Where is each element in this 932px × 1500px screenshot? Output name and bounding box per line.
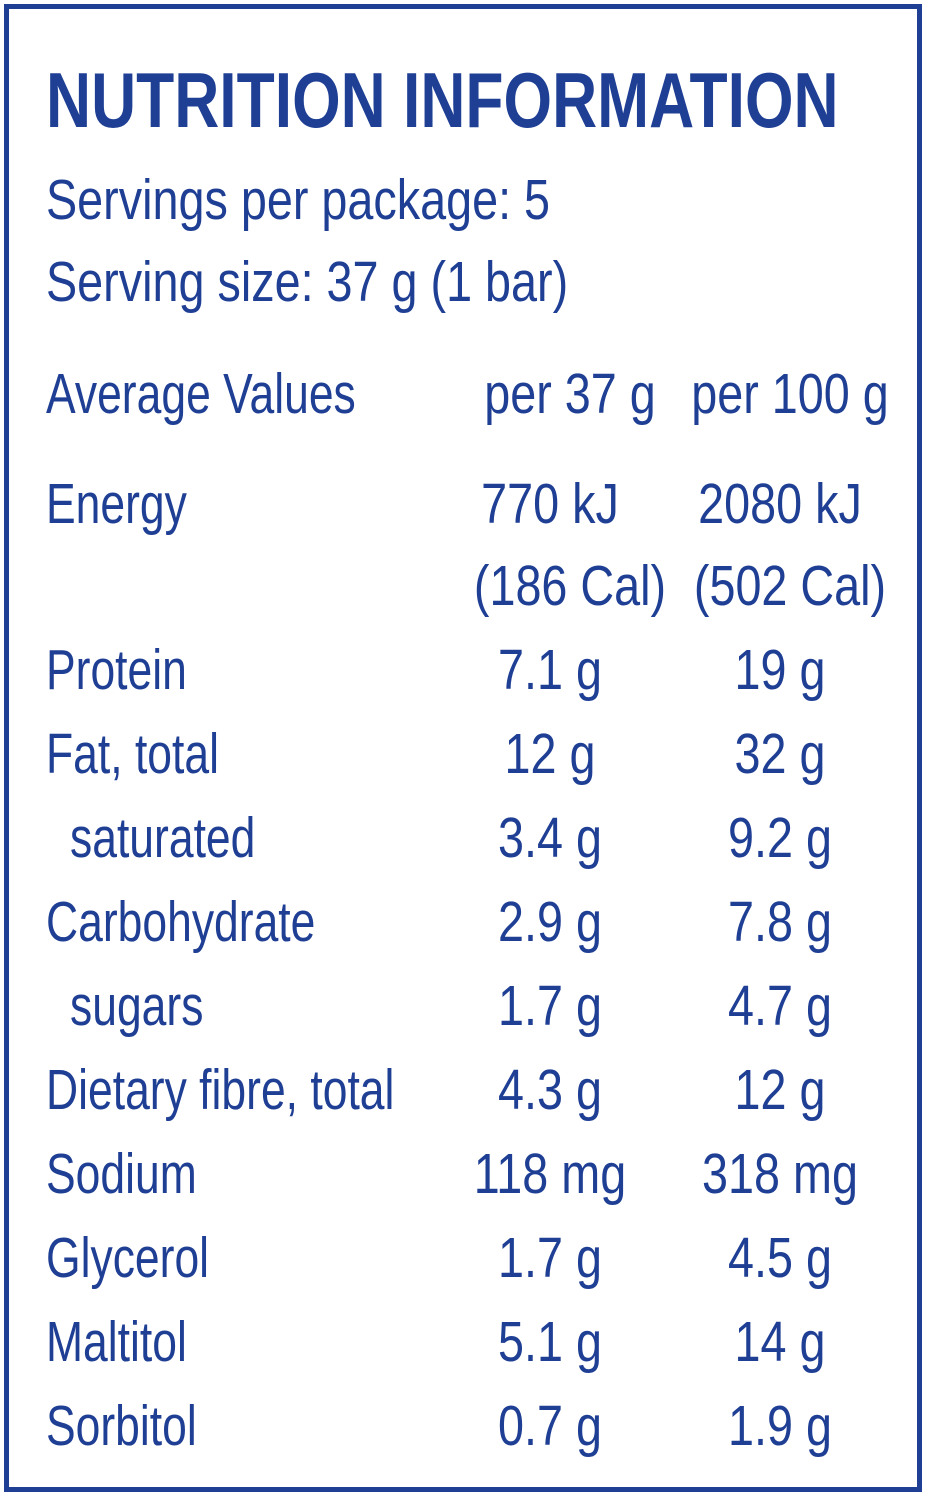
nutrient-per-serving: 1.7 g [498,1226,602,1290]
nutrient-label: Maltitol [46,1310,187,1374]
nutrient-row: Sorbitol 0.7 g 1.9 g [0,1396,932,1456]
nutrient-label: Protein [46,638,187,702]
nutrient-per-100g: 12 g [734,1058,826,1122]
nutrient-per-serving: 0.7 g [498,1394,602,1458]
nutrient-label: sugars [70,974,204,1038]
nutrient-row: sugars 1.7 g 4.7 g [0,976,932,1036]
nutrient-per-100g: 1.9 g [728,1394,832,1458]
nutrient-row: Fat, total 12 g 32 g [0,724,932,784]
nutrient-label: Sorbitol [46,1394,197,1458]
nutrient-per-serving: 1.7 g [498,974,602,1038]
energy-per-serving-kj: 770 kJ [481,472,619,536]
energy-label: Energy [46,472,187,536]
nutrient-per-100g: 32 g [734,722,826,786]
nutrient-row: Carbohydrate 2.9 g 7.8 g [0,892,932,952]
energy-cal-row: (186 Cal) (502 Cal) [0,556,932,616]
nutrient-row: Protein 7.1 g 19 g [0,640,932,700]
nutrient-row: Glycerol 1.7 g 4.5 g [0,1228,932,1288]
nutrient-per-serving: 5.1 g [498,1310,602,1374]
nutrient-per-serving: 7.1 g [498,638,602,702]
nutrient-label: Carbohydrate [46,890,316,954]
nutrient-per-100g: 9.2 g [728,806,832,870]
nutrient-row: Maltitol 5.1 g 14 g [0,1312,932,1372]
per-100g-header: per 100 g [691,362,889,426]
nutrient-label: saturated [70,806,256,870]
nutrient-per-serving: 118 mg [473,1142,627,1206]
per-serving-header: per 37 g [484,362,656,426]
nutrient-per-serving: 3.4 g [498,806,602,870]
nutrient-label: Sodium [46,1142,197,1206]
nutrient-label: Fat, total [46,722,219,786]
servings-per-package: Servings per package: 5 [46,168,551,232]
nutrient-per-100g: 318 mg [702,1142,858,1206]
nutrient-label: Glycerol [46,1226,210,1290]
nutrient-per-100g: 7.8 g [728,890,832,954]
nutrient-row: Dietary fibre, total 4.3 g 12 g [0,1060,932,1120]
panel-title: NUTRITION INFORMATION [46,56,839,144]
nutrient-per-serving: 4.3 g [498,1058,602,1122]
nutrient-per-serving: 12 g [504,722,596,786]
nutrient-per-100g: 4.7 g [728,974,832,1038]
nutrition-panel [4,4,922,1492]
nutrient-per-100g: 4.5 g [728,1226,832,1290]
nutrient-label: Dietary fibre, total [46,1058,395,1122]
serving-size: Serving size: 37 g (1 bar) [46,250,569,314]
nutrient-per-100g: 19 g [734,638,826,702]
energy-row: Energy 770 kJ 2080 kJ [0,474,932,534]
column-header-row: Average Values per 37 g per 100 g [0,364,932,424]
energy-per-100g-cal: (502 Cal) [693,554,887,618]
energy-per-100g-kj: 2080 kJ [698,472,862,536]
nutrient-row: Sodium 118 mg 318 mg [0,1144,932,1204]
nutrient-per-serving: 2.9 g [498,890,602,954]
nutrient-per-100g: 14 g [734,1310,826,1374]
energy-per-serving-cal: (186 Cal) [473,554,667,618]
nutrient-row: saturated 3.4 g 9.2 g [0,808,932,868]
average-values-header: Average Values [46,362,356,426]
